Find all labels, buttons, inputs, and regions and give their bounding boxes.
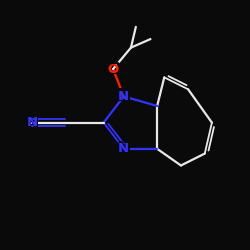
Text: N: N bbox=[26, 116, 38, 129]
Text: N: N bbox=[116, 140, 131, 158]
Text: N: N bbox=[118, 142, 129, 155]
Text: O: O bbox=[108, 62, 119, 76]
Text: N: N bbox=[25, 114, 40, 132]
Text: O: O bbox=[106, 60, 120, 78]
Text: N: N bbox=[116, 88, 131, 106]
Text: N: N bbox=[118, 90, 129, 103]
